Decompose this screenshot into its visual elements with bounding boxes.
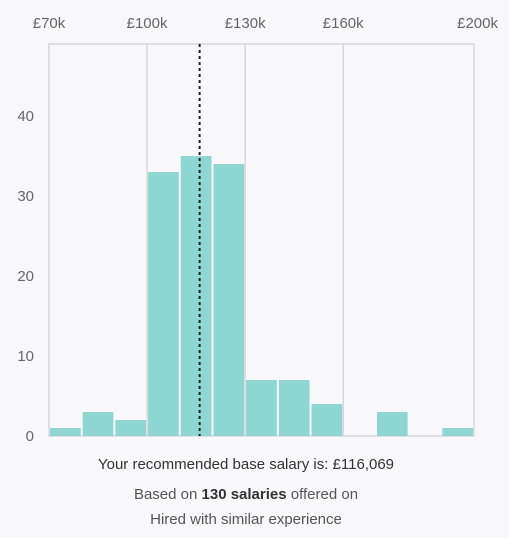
histogram-svg: £70k £100k £130k £160k £200k 0 10 20 30 40: [17, 15, 498, 445]
basis-text: Based on 130 salaries offered on: [0, 486, 492, 503]
y-tick-label: 0: [26, 428, 34, 445]
salary-histogram: £70k £100k £130k £160k £200k 0 10 20 30 40: [17, 15, 498, 445]
histogram-bar: [442, 428, 473, 436]
histogram-bar: [213, 164, 245, 436]
x-tick-label: £100k: [127, 15, 168, 32]
histogram-bar: [50, 428, 81, 436]
plot-frame: [48, 43, 475, 437]
basis-count: 130 salaries: [201, 486, 287, 503]
histogram-bar: [311, 404, 343, 436]
recommended-salary-text: Your recommended base salary is: £116,06…: [0, 456, 492, 473]
y-tick-label: 10: [17, 348, 34, 365]
histogram-bar: [278, 380, 310, 436]
x-tick-label: £200k: [457, 15, 498, 32]
x-tick-label: £70k: [33, 15, 66, 32]
recommendation-value: £116,069: [332, 456, 395, 473]
histogram-bar: [180, 156, 212, 436]
recommendation-prefix: Your recommended base salary is:: [97, 456, 333, 473]
basis-suffix: offered on: [286, 486, 359, 503]
y-tick-label: 30: [17, 188, 34, 205]
basis-text-line2: Hired with similar experience: [150, 511, 342, 528]
histogram-bar: [148, 172, 179, 436]
histogram-bar: [115, 420, 147, 436]
basis-prefix: Based on: [133, 486, 202, 503]
histogram-bar: [376, 412, 408, 436]
x-tick-label: £160k: [323, 15, 364, 32]
x-tick-label: £130k: [225, 15, 266, 32]
histogram-bar: [246, 380, 277, 436]
y-tick-label: 20: [17, 268, 34, 285]
histogram-bar: [82, 412, 114, 436]
y-tick-label: 40: [17, 108, 34, 125]
